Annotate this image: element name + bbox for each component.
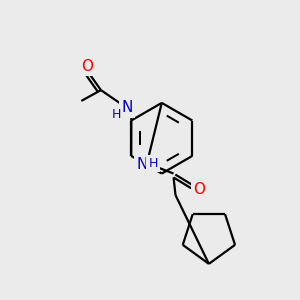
Text: N: N [136,157,148,172]
Text: N: N [122,100,133,115]
Text: O: O [81,59,93,74]
Text: O: O [193,182,205,197]
Text: H: H [112,108,121,121]
Text: H: H [148,157,158,170]
